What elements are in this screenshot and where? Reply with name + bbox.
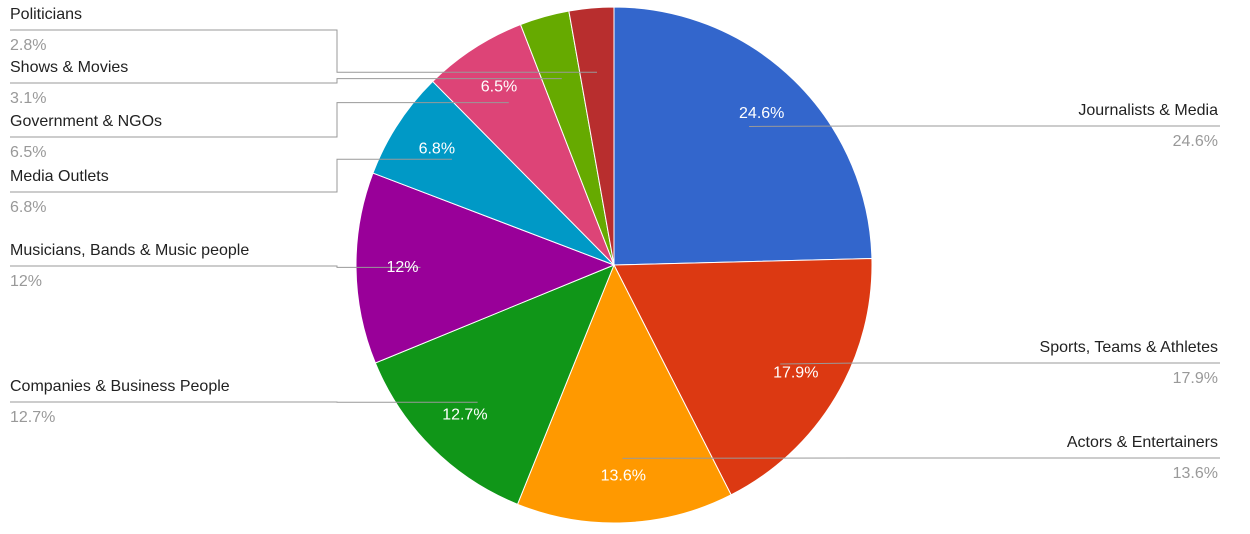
legend-value: 12% (10, 273, 42, 290)
leader-line (10, 158, 452, 193)
slice-label: 12.7% (442, 406, 487, 423)
slice-label: 13.6% (601, 468, 646, 485)
pie-slice (613, 258, 873, 496)
pie-slice (568, 6, 615, 266)
legend-label: Musicians, Bands & Music people (10, 242, 249, 259)
legend-label: Politicians (10, 6, 82, 23)
legend-label: Actors & Entertainers (1067, 434, 1218, 451)
pie-slice (355, 172, 616, 364)
pie-slice (374, 264, 615, 505)
leader-line (780, 362, 1220, 365)
legend-value: 13.6% (1173, 465, 1218, 482)
legend-label: Journalists & Media (1078, 102, 1218, 119)
legend-value: 2.8% (10, 37, 46, 54)
leader-line (10, 29, 598, 73)
slice-label: 24.6% (739, 105, 784, 122)
legend-value: 17.9% (1173, 370, 1218, 387)
legend-label: Companies & Business People (10, 378, 230, 395)
pie-slice (372, 80, 615, 266)
legend-label: Shows & Movies (10, 59, 128, 76)
slice-label: 6.8% (419, 141, 455, 158)
legend-value: 12.7% (10, 409, 55, 426)
legend-value: 24.6% (1173, 133, 1218, 150)
legend-value: 3.1% (10, 90, 46, 107)
legend-label: Media Outlets (10, 168, 109, 185)
pie-slice (613, 6, 873, 266)
leader-line (10, 265, 421, 268)
slice-label: 12% (386, 259, 418, 276)
leader-line (10, 102, 509, 138)
slice-label: 17.9% (773, 364, 818, 381)
slice-label: 6.5% (481, 79, 517, 96)
leader-line (10, 78, 562, 84)
legend-value: 6.5% (10, 144, 46, 161)
legend-value: 6.8% (10, 199, 46, 216)
legend-label: Government & NGOs (10, 113, 162, 130)
legend-label: Sports, Teams & Athletes (1040, 339, 1218, 356)
